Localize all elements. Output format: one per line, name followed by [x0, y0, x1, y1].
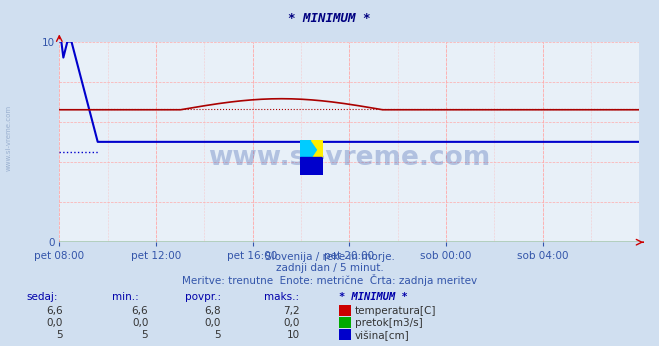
Text: maks.:: maks.:: [264, 292, 299, 302]
Text: Meritve: trenutne  Enote: metrične  Črta: zadnja meritev: Meritve: trenutne Enote: metrične Črta: …: [182, 274, 477, 286]
Text: www.si-vreme.com: www.si-vreme.com: [208, 145, 490, 171]
Text: 5: 5: [142, 330, 148, 340]
Text: 6,6: 6,6: [132, 306, 148, 316]
Text: * MINIMUM *: * MINIMUM *: [339, 292, 408, 302]
Polygon shape: [300, 157, 323, 175]
Text: 0,0: 0,0: [283, 318, 300, 328]
Text: 0,0: 0,0: [46, 318, 63, 328]
Polygon shape: [300, 140, 323, 175]
Text: zadnji dan / 5 minut.: zadnji dan / 5 minut.: [275, 263, 384, 273]
Polygon shape: [312, 140, 323, 157]
Text: višina[cm]: višina[cm]: [355, 330, 409, 341]
Text: 6,6: 6,6: [46, 306, 63, 316]
Text: min.:: min.:: [112, 292, 139, 302]
Text: 0,0: 0,0: [204, 318, 221, 328]
Text: 0,0: 0,0: [132, 318, 148, 328]
Text: temperatura[C]: temperatura[C]: [355, 306, 436, 316]
Text: povpr.:: povpr.:: [185, 292, 221, 302]
Text: 10: 10: [287, 330, 300, 340]
Text: 6,8: 6,8: [204, 306, 221, 316]
Text: Slovenija / reke in morje.: Slovenija / reke in morje.: [264, 252, 395, 262]
Text: * MINIMUM *: * MINIMUM *: [288, 12, 371, 25]
Polygon shape: [300, 140, 323, 157]
Text: www.si-vreme.com: www.si-vreme.com: [5, 105, 12, 172]
Text: sedaj:: sedaj:: [26, 292, 58, 302]
Text: pretok[m3/s]: pretok[m3/s]: [355, 318, 422, 328]
Text: 5: 5: [214, 330, 221, 340]
Text: 5: 5: [56, 330, 63, 340]
Text: 7,2: 7,2: [283, 306, 300, 316]
